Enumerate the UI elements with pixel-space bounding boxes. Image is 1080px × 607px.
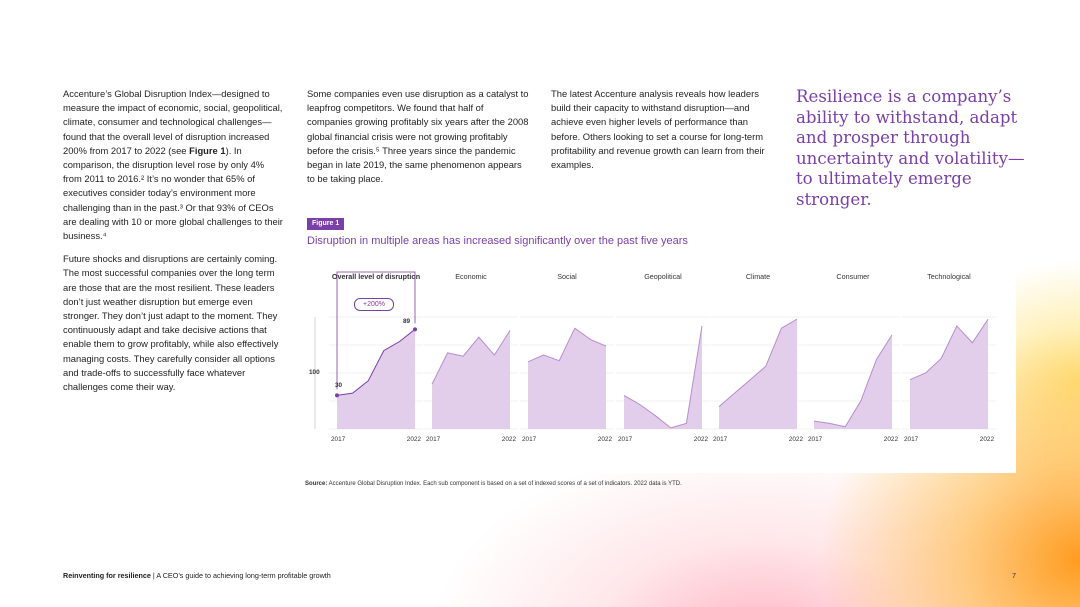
- chart-title: Technological: [927, 272, 971, 281]
- endpoint-dot: [335, 393, 339, 398]
- increase-badge: +200%: [354, 298, 394, 311]
- column2-paragraph-1: Some companies even use disruption as a …: [307, 88, 529, 185]
- x-axis-start-label: 2017: [808, 436, 823, 443]
- start-value-label: 30: [335, 382, 343, 389]
- chart-plot: [424, 316, 518, 430]
- x-axis-end-label: 2022: [788, 436, 803, 443]
- area-fill: [719, 319, 797, 429]
- chart-title: Overall level of disruption: [331, 272, 421, 281]
- chart-title: Geopolitical: [644, 272, 682, 281]
- area-fill: [432, 330, 510, 429]
- body-column-3: The latest Accenture analysis reveals ho…: [551, 87, 773, 181]
- x-axis-end-label: 2022: [883, 436, 898, 443]
- footer-subtitle: A CEO’s guide to achieving long-term pro…: [156, 571, 331, 580]
- chart-title: Social: [557, 272, 577, 281]
- x-axis-start-label: 2017: [713, 436, 728, 443]
- x-axis-start-label: 2017: [904, 436, 919, 443]
- chart-title: Economic: [455, 272, 487, 281]
- x-axis-end-label: 2022: [597, 436, 612, 443]
- chart-plot: [806, 316, 900, 430]
- increase-bracket: [336, 271, 416, 390]
- figure-tag: Figure 1: [307, 218, 345, 230]
- chart-title: Consumer: [836, 272, 870, 281]
- series-line: [623, 325, 703, 429]
- x-axis-end-label: 2022: [693, 436, 708, 443]
- column1-paragraph-2: Future shocks and disruptions are certai…: [63, 253, 279, 393]
- body-column-1: Accenture’s Global Disruption Index—desi…: [63, 87, 285, 403]
- x-axis-end-label: 2022: [979, 436, 994, 443]
- endpoint-dot: [413, 327, 417, 332]
- x-axis-start-label: 2017: [618, 436, 633, 443]
- end-value-label: 89: [403, 318, 411, 325]
- chart-plot: [520, 316, 614, 430]
- area-fill: [814, 334, 892, 429]
- area-fill: [910, 319, 988, 429]
- series-line: [813, 334, 893, 428]
- chart-economic: Economic 2017 2022: [424, 272, 518, 452]
- chart-technological: Technological 2017 2022: [902, 272, 996, 452]
- column1-paragraph-1: Accenture’s Global Disruption Index—desi…: [63, 88, 283, 242]
- series-line: [718, 318, 798, 407]
- x-axis-end-label: 2022: [501, 436, 516, 443]
- chart-social: Social 2017 2022: [520, 272, 614, 452]
- series-line: [336, 328, 416, 396]
- column3-paragraph-1: The latest Accenture analysis reveals ho…: [551, 88, 765, 171]
- pull-quote: Resilience is a company’s ability to wit…: [796, 87, 1025, 209]
- footer: Reinventing for resilience | A CEO’s gui…: [63, 571, 331, 580]
- chart-plot: [616, 316, 710, 430]
- x-axis-end-label: 2022: [406, 436, 421, 443]
- series-line: [527, 327, 607, 363]
- series-line: [909, 318, 989, 381]
- footer-title: Reinventing for resilience: [63, 571, 151, 580]
- x-axis-start-label: 2017: [426, 436, 441, 443]
- chart-consumer: Consumer 2017 2022: [806, 272, 900, 452]
- series-line: [431, 330, 511, 385]
- y-reference-label: 100: [309, 369, 320, 376]
- source-note: Source: Accenture Global Disruption Inde…: [305, 481, 682, 487]
- area-fill: [624, 325, 702, 429]
- body-column-2: Some companies even use disruption as a …: [307, 87, 529, 195]
- chart-plot: [711, 316, 805, 430]
- chart-title: Climate: [745, 272, 771, 281]
- area-fill: [528, 328, 606, 429]
- chart-plot: [314, 271, 423, 430]
- chart-overall-level-of-disruption: Overall level of disruption 2017 2022: [314, 271, 423, 452]
- area-fill: [337, 329, 415, 429]
- x-axis-start-label: 2017: [331, 436, 346, 443]
- chart-climate: Climate 2017 2022: [711, 272, 805, 452]
- x-axis-start-label: 2017: [522, 436, 537, 443]
- chart-plot: [902, 316, 996, 430]
- chart-geopolitical: Geopolitical 2017 2022: [616, 272, 710, 452]
- page-number: 7: [1012, 571, 1016, 580]
- figure-title: Disruption in multiple areas has increas…: [307, 235, 688, 247]
